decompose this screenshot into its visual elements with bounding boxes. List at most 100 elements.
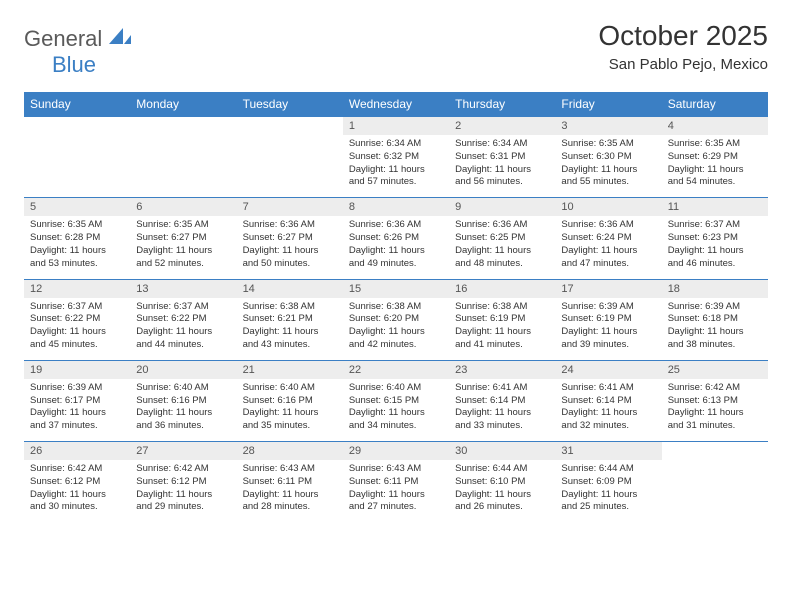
day-body: Sunrise: 6:35 AMSunset: 6:30 PMDaylight:… bbox=[555, 135, 661, 197]
day-body: Sunrise: 6:35 AMSunset: 6:29 PMDaylight:… bbox=[662, 135, 768, 197]
day-body: Sunrise: 6:38 AMSunset: 6:19 PMDaylight:… bbox=[449, 298, 555, 360]
day-body bbox=[237, 135, 343, 191]
day-body: Sunrise: 6:40 AMSunset: 6:16 PMDaylight:… bbox=[130, 379, 236, 441]
day-body: Sunrise: 6:44 AMSunset: 6:10 PMDaylight:… bbox=[449, 460, 555, 522]
calendar-day-cell: 17Sunrise: 6:39 AMSunset: 6:19 PMDayligh… bbox=[555, 279, 661, 360]
calendar-day-cell: 15Sunrise: 6:38 AMSunset: 6:20 PMDayligh… bbox=[343, 279, 449, 360]
calendar-header-cell: Saturday bbox=[662, 92, 768, 117]
day-number: 2 bbox=[449, 117, 555, 135]
day-body: Sunrise: 6:42 AMSunset: 6:12 PMDaylight:… bbox=[130, 460, 236, 522]
calendar-week-row: 19Sunrise: 6:39 AMSunset: 6:17 PMDayligh… bbox=[24, 360, 768, 441]
day-body: Sunrise: 6:38 AMSunset: 6:20 PMDaylight:… bbox=[343, 298, 449, 360]
calendar-day-cell: 19Sunrise: 6:39 AMSunset: 6:17 PMDayligh… bbox=[24, 360, 130, 441]
calendar-day-cell: 29Sunrise: 6:43 AMSunset: 6:11 PMDayligh… bbox=[343, 442, 449, 523]
day-number: 8 bbox=[343, 198, 449, 216]
day-number: 19 bbox=[24, 361, 130, 379]
calendar-day-cell: 10Sunrise: 6:36 AMSunset: 6:24 PMDayligh… bbox=[555, 198, 661, 279]
day-body bbox=[24, 135, 130, 191]
day-body: Sunrise: 6:34 AMSunset: 6:31 PMDaylight:… bbox=[449, 135, 555, 197]
calendar-day-cell: 28Sunrise: 6:43 AMSunset: 6:11 PMDayligh… bbox=[237, 442, 343, 523]
day-body: Sunrise: 6:41 AMSunset: 6:14 PMDaylight:… bbox=[555, 379, 661, 441]
calendar-day-cell: 18Sunrise: 6:39 AMSunset: 6:18 PMDayligh… bbox=[662, 279, 768, 360]
calendar-week-row: 12Sunrise: 6:37 AMSunset: 6:22 PMDayligh… bbox=[24, 279, 768, 360]
calendar-day-cell: 1Sunrise: 6:34 AMSunset: 6:32 PMDaylight… bbox=[343, 117, 449, 198]
day-number: 1 bbox=[343, 117, 449, 135]
page-title: October 2025 bbox=[598, 20, 768, 52]
calendar-day-cell: 25Sunrise: 6:42 AMSunset: 6:13 PMDayligh… bbox=[662, 360, 768, 441]
day-number: 11 bbox=[662, 198, 768, 216]
calendar-day-cell: 13Sunrise: 6:37 AMSunset: 6:22 PMDayligh… bbox=[130, 279, 236, 360]
page-subtitle: San Pablo Pejo, Mexico bbox=[598, 56, 768, 73]
calendar-day-cell: 2Sunrise: 6:34 AMSunset: 6:31 PMDaylight… bbox=[449, 117, 555, 198]
logo-triangle-icon bbox=[109, 28, 131, 44]
day-number: 9 bbox=[449, 198, 555, 216]
calendar-day-cell: 5Sunrise: 6:35 AMSunset: 6:28 PMDaylight… bbox=[24, 198, 130, 279]
day-body: Sunrise: 6:43 AMSunset: 6:11 PMDaylight:… bbox=[343, 460, 449, 522]
logo-text: General Blue bbox=[24, 26, 131, 78]
day-number: 6 bbox=[130, 198, 236, 216]
calendar-day-cell: 22Sunrise: 6:40 AMSunset: 6:15 PMDayligh… bbox=[343, 360, 449, 441]
day-number: 26 bbox=[24, 442, 130, 460]
day-body: Sunrise: 6:37 AMSunset: 6:22 PMDaylight:… bbox=[24, 298, 130, 360]
day-body: Sunrise: 6:43 AMSunset: 6:11 PMDaylight:… bbox=[237, 460, 343, 522]
day-body: Sunrise: 6:37 AMSunset: 6:22 PMDaylight:… bbox=[130, 298, 236, 360]
day-number: 17 bbox=[555, 280, 661, 298]
calendar-day-cell: 30Sunrise: 6:44 AMSunset: 6:10 PMDayligh… bbox=[449, 442, 555, 523]
day-number: 14 bbox=[237, 280, 343, 298]
day-number: 25 bbox=[662, 361, 768, 379]
calendar-day-cell: 24Sunrise: 6:41 AMSunset: 6:14 PMDayligh… bbox=[555, 360, 661, 441]
calendar-day-cell bbox=[237, 117, 343, 198]
calendar-day-cell bbox=[130, 117, 236, 198]
day-body: Sunrise: 6:42 AMSunset: 6:13 PMDaylight:… bbox=[662, 379, 768, 441]
day-body bbox=[130, 135, 236, 191]
day-number: 29 bbox=[343, 442, 449, 460]
day-body: Sunrise: 6:39 AMSunset: 6:19 PMDaylight:… bbox=[555, 298, 661, 360]
day-body: Sunrise: 6:39 AMSunset: 6:18 PMDaylight:… bbox=[662, 298, 768, 360]
day-body: Sunrise: 6:35 AMSunset: 6:28 PMDaylight:… bbox=[24, 216, 130, 278]
calendar-day-cell: 23Sunrise: 6:41 AMSunset: 6:14 PMDayligh… bbox=[449, 360, 555, 441]
day-body: Sunrise: 6:36 AMSunset: 6:27 PMDaylight:… bbox=[237, 216, 343, 278]
day-number bbox=[237, 117, 343, 135]
calendar-day-cell: 9Sunrise: 6:36 AMSunset: 6:25 PMDaylight… bbox=[449, 198, 555, 279]
calendar-day-cell: 16Sunrise: 6:38 AMSunset: 6:19 PMDayligh… bbox=[449, 279, 555, 360]
calendar-day-cell bbox=[662, 442, 768, 523]
day-body: Sunrise: 6:36 AMSunset: 6:26 PMDaylight:… bbox=[343, 216, 449, 278]
calendar-body: 1Sunrise: 6:34 AMSunset: 6:32 PMDaylight… bbox=[24, 117, 768, 523]
day-number bbox=[24, 117, 130, 135]
day-body: Sunrise: 6:36 AMSunset: 6:24 PMDaylight:… bbox=[555, 216, 661, 278]
day-number: 21 bbox=[237, 361, 343, 379]
calendar-header-cell: Wednesday bbox=[343, 92, 449, 117]
day-body: Sunrise: 6:37 AMSunset: 6:23 PMDaylight:… bbox=[662, 216, 768, 278]
day-body: Sunrise: 6:36 AMSunset: 6:25 PMDaylight:… bbox=[449, 216, 555, 278]
day-body: Sunrise: 6:42 AMSunset: 6:12 PMDaylight:… bbox=[24, 460, 130, 522]
day-body: Sunrise: 6:38 AMSunset: 6:21 PMDaylight:… bbox=[237, 298, 343, 360]
day-number: 13 bbox=[130, 280, 236, 298]
day-number: 20 bbox=[130, 361, 236, 379]
page-root: General Blue October 2025 San Pablo Pejo… bbox=[0, 0, 792, 542]
calendar-day-cell: 12Sunrise: 6:37 AMSunset: 6:22 PMDayligh… bbox=[24, 279, 130, 360]
calendar-day-cell: 8Sunrise: 6:36 AMSunset: 6:26 PMDaylight… bbox=[343, 198, 449, 279]
calendar-day-cell: 7Sunrise: 6:36 AMSunset: 6:27 PMDaylight… bbox=[237, 198, 343, 279]
day-number: 10 bbox=[555, 198, 661, 216]
logo-text-general: General bbox=[24, 26, 102, 51]
day-number: 27 bbox=[130, 442, 236, 460]
calendar-week-row: 1Sunrise: 6:34 AMSunset: 6:32 PMDaylight… bbox=[24, 117, 768, 198]
title-block: October 2025 San Pablo Pejo, Mexico bbox=[598, 20, 768, 73]
logo: General Blue bbox=[24, 20, 131, 78]
calendar-day-cell: 21Sunrise: 6:40 AMSunset: 6:16 PMDayligh… bbox=[237, 360, 343, 441]
day-body: Sunrise: 6:40 AMSunset: 6:16 PMDaylight:… bbox=[237, 379, 343, 441]
day-number: 4 bbox=[662, 117, 768, 135]
day-number: 5 bbox=[24, 198, 130, 216]
day-number: 30 bbox=[449, 442, 555, 460]
calendar-header-cell: Sunday bbox=[24, 92, 130, 117]
calendar-table: SundayMondayTuesdayWednesdayThursdayFrid… bbox=[24, 92, 768, 522]
day-number: 22 bbox=[343, 361, 449, 379]
calendar-day-cell: 27Sunrise: 6:42 AMSunset: 6:12 PMDayligh… bbox=[130, 442, 236, 523]
day-body: Sunrise: 6:39 AMSunset: 6:17 PMDaylight:… bbox=[24, 379, 130, 441]
day-body: Sunrise: 6:34 AMSunset: 6:32 PMDaylight:… bbox=[343, 135, 449, 197]
day-body: Sunrise: 6:41 AMSunset: 6:14 PMDaylight:… bbox=[449, 379, 555, 441]
logo-text-blue: Blue bbox=[52, 52, 96, 77]
day-number: 24 bbox=[555, 361, 661, 379]
day-number: 16 bbox=[449, 280, 555, 298]
calendar-header-cell: Monday bbox=[130, 92, 236, 117]
